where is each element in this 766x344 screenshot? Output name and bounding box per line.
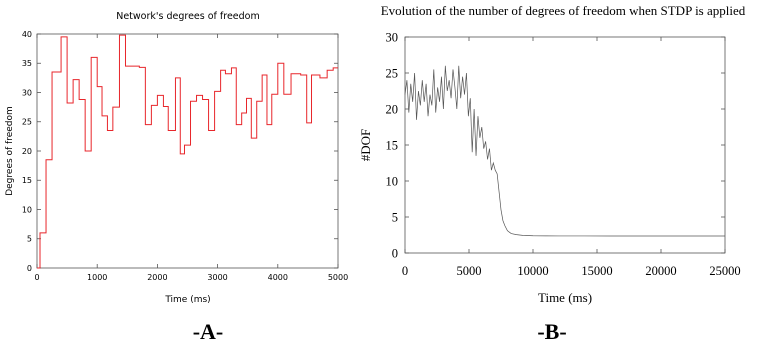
- y-tick-label: 20: [386, 102, 399, 116]
- y-tick-label: 30: [386, 30, 399, 44]
- y-tick-label: 35: [22, 59, 32, 68]
- chart-b-series-line: [404, 65, 725, 237]
- chart-b-ylabel: #DOF: [358, 129, 373, 162]
- chart-b-ticks: 0 5000 10000 15000 20000 25000 0 5 10 15 20 25 30: [386, 30, 741, 278]
- y-tick-label: 25: [22, 118, 32, 127]
- x-tick-label: 4000: [268, 273, 288, 282]
- y-tick-label: 0: [27, 264, 32, 273]
- y-tick-label: 20: [22, 147, 32, 156]
- chart-b-title: Evolution of the number of degrees of fr…: [381, 3, 746, 18]
- panel-a-label: -A-: [193, 319, 224, 344]
- y-tick-label: 15: [386, 138, 399, 152]
- chart-a-ticks: 0 1000 2000 3000 4000 5000 0 5 10 15 20 25 30 35 40: [22, 30, 348, 282]
- chart-a-xlabel: Time (ms): [164, 295, 210, 305]
- chart-a: Network's degrees of freedom 0 1000 2000 30…: [5, 11, 348, 344]
- y-tick-label: 25: [386, 66, 399, 80]
- y-tick-label: 0: [392, 246, 398, 260]
- chart-a-plot-frame: [36, 33, 339, 269]
- chart-a-series-line: [37, 34, 338, 269]
- chart-b-xlabel: Time (ms): [538, 290, 592, 305]
- x-tick-label: 5000: [328, 273, 348, 282]
- y-tick-label: 10: [22, 205, 32, 214]
- chart-a-ylabel: Degrees of freedom: [5, 106, 15, 196]
- x-tick-label: 20000: [645, 264, 676, 278]
- chart-b: Evolution of the number of degrees of fr…: [358, 3, 746, 344]
- y-tick-label: 10: [386, 174, 399, 188]
- x-tick-label: 0: [402, 264, 408, 278]
- y-tick-label: 40: [22, 30, 32, 39]
- x-tick-label: 2000: [147, 273, 167, 282]
- y-tick-label: 30: [22, 88, 32, 97]
- x-tick-label: 1000: [87, 273, 107, 282]
- y-tick-label: 15: [22, 176, 32, 185]
- y-tick-label: 5: [27, 235, 32, 244]
- x-tick-label: 15000: [581, 264, 612, 278]
- x-tick-label: 0: [34, 273, 39, 282]
- x-tick-label: 25000: [709, 264, 740, 278]
- x-tick-label: 10000: [517, 264, 548, 278]
- x-tick-label: 5000: [457, 264, 482, 278]
- y-tick-label: 5: [392, 210, 398, 224]
- chart-a-title: Network's degrees of freedom: [116, 11, 260, 22]
- panel-b-label: -B-: [537, 319, 566, 344]
- x-tick-label: 3000: [207, 273, 227, 282]
